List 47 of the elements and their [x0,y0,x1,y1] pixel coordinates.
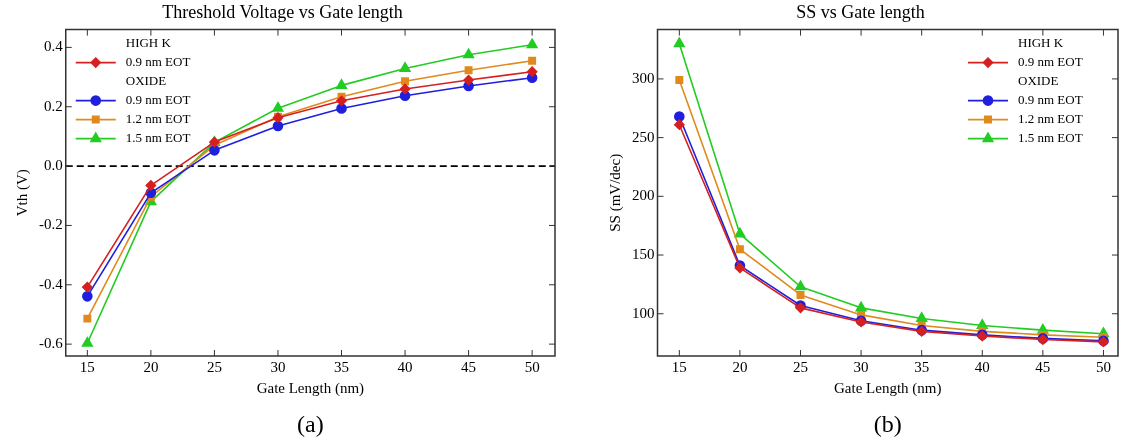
y-tick-label: 250 [632,128,655,145]
x-tick-label: 30 [853,358,869,375]
x-tick-label: 45 [1035,358,1051,375]
annotation: OXIDE [1018,73,1059,89]
x-tick-label: 30 [270,358,286,375]
y-tick-label: -0.6 [39,335,64,352]
x-tick-label: 15 [671,358,687,375]
legend-label: 0.9 nm EOT [1018,92,1083,108]
legend-title: HIGH K [125,35,172,51]
x-tick-label: 35 [914,358,930,375]
x-tick-label: 20 [732,358,748,375]
chart-title: Threshold Voltage vs Gate length [162,1,403,22]
y-tick-label: 0.4 [44,38,64,55]
legend-label: 0.9 nm EOT [125,92,191,108]
x-tick-label: 40 [974,358,990,375]
annotation: OXIDE [125,73,167,89]
text: (b) [873,411,902,437]
x-tick-label: 40 [397,358,413,375]
y-axis-title: SS (mV/dec) [606,153,624,232]
legend-label: 0.9 nm EOT [1018,54,1083,70]
x-tick-label: 45 [461,358,477,375]
text: (a) [297,411,324,437]
x-axis-title: Gate Length (nm) [834,379,942,397]
y-axis-title: Vth (V) [13,169,31,217]
x-tick-label: 50 [524,358,540,375]
x-tick-label: 20 [143,358,159,375]
y-tick-label: 300 [632,69,655,86]
x-tick-label: 50 [1095,358,1111,375]
x-axis-title: Gate Length (nm) [256,379,365,397]
x-tick-label: 25 [206,358,222,375]
legend-label: 1.2 nm EOT [125,111,191,127]
x-tick-label: 25 [793,358,808,375]
y-tick-label: -0.4 [39,275,64,292]
y-tick-label: 0.0 [44,157,63,174]
legend-label: 1.2 nm EOT [1018,111,1083,127]
legend-label: 1.5 nm EOT [1018,130,1083,146]
x-tick-label: 15 [79,358,95,375]
y-tick-label: 200 [632,187,655,204]
x-tick-label: 35 [334,358,350,375]
legend-label: 0.9 nm EOT [125,54,191,70]
y-tick-label: -0.2 [39,216,63,233]
legend-title: HIGH K [1018,35,1064,51]
y-tick-label: 0.2 [44,97,63,114]
chart-title: SS vs Gate length [796,1,925,22]
y-tick-label: 150 [632,245,655,262]
y-tick-label: 100 [632,304,655,321]
legend-label: 1.5 nm EOT [125,130,191,146]
